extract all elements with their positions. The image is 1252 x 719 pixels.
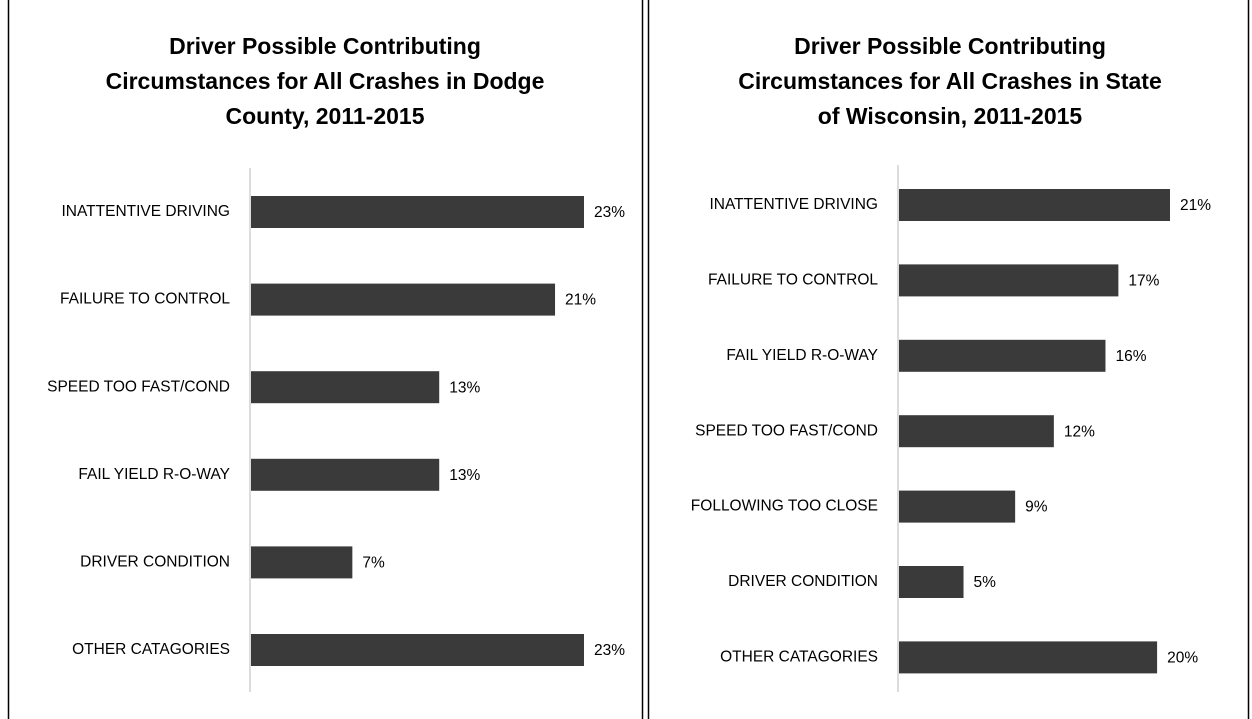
value-label: 13% <box>449 379 480 396</box>
value-label: 21% <box>565 292 596 309</box>
bar <box>899 339 1106 372</box>
chart-title: County, 2011-2015 <box>225 103 424 129</box>
bar <box>251 196 584 228</box>
bar <box>899 641 1158 674</box>
category-label: FOLLOWING TOO CLOSE <box>691 498 878 515</box>
bar <box>899 189 1170 221</box>
panel-border <box>7 0 644 719</box>
bar <box>251 546 353 579</box>
value-label: 12% <box>1064 423 1095 440</box>
bar <box>251 283 556 316</box>
category-label: OTHER CATAGORIES <box>72 641 230 658</box>
value-label: 9% <box>1025 499 1048 516</box>
category-label: DRIVER CONDITION <box>80 553 230 570</box>
category-label: FAIL YIELD R-O-WAY <box>726 347 878 364</box>
panel-border <box>647 0 1250 719</box>
bar <box>251 458 440 491</box>
bar <box>899 415 1054 448</box>
chart-title: Circumstances for All Crashes in State <box>738 68 1162 94</box>
category-label: OTHER CATAGORIES <box>720 648 878 665</box>
value-label: 7% <box>362 554 385 571</box>
chart-title: of Wisconsin, 2011-2015 <box>818 103 1083 129</box>
chart-title: Driver Possible Contributing <box>169 33 481 59</box>
bar <box>251 371 440 404</box>
value-label: 23% <box>594 204 625 221</box>
value-label: 23% <box>594 642 625 659</box>
value-label: 20% <box>1167 649 1198 666</box>
value-label: 16% <box>1115 348 1146 365</box>
bar <box>899 490 1016 523</box>
chart-title: Driver Possible Contributing <box>794 33 1106 59</box>
chart-title: Circumstances for All Crashes in Dodge <box>106 68 545 94</box>
value-label: 17% <box>1128 272 1159 289</box>
category-label: FAILURE TO CONTROL <box>708 271 878 288</box>
bar <box>899 566 964 598</box>
category-label: SPEED TOO FAST/COND <box>695 422 878 439</box>
category-label: FAIL YIELD R-O-WAY <box>78 466 230 483</box>
value-label: 13% <box>449 467 480 484</box>
bar <box>251 634 584 666</box>
value-label: 21% <box>1180 197 1211 214</box>
value-label: 5% <box>974 574 997 591</box>
category-label: INATTENTIVE DRIVING <box>709 196 878 213</box>
category-label: FAILURE TO CONTROL <box>60 291 230 308</box>
category-label: SPEED TOO FAST/COND <box>47 378 230 395</box>
bar <box>899 264 1119 297</box>
category-label: INATTENTIVE DRIVING <box>61 203 230 220</box>
category-label: DRIVER CONDITION <box>728 573 878 590</box>
